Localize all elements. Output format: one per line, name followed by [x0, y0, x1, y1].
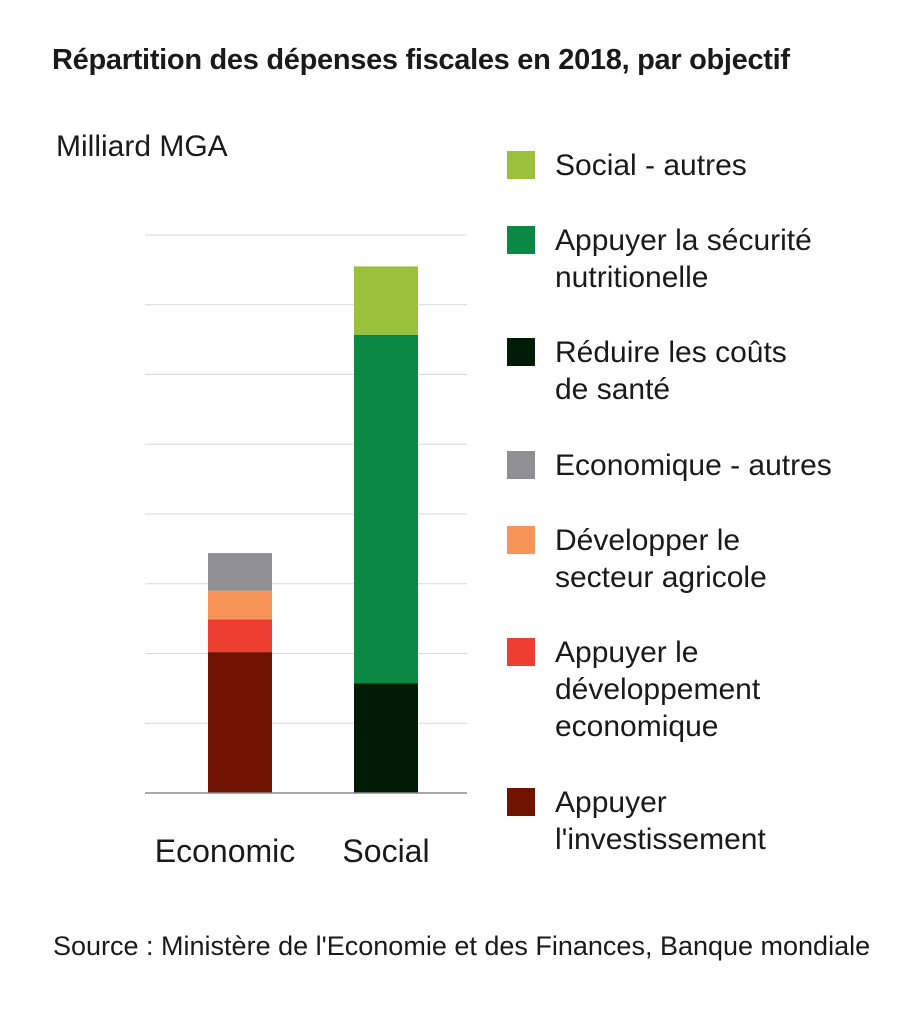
x-tick-label-economic: Economic [155, 833, 296, 869]
bars [208, 266, 418, 793]
bar-segment-social [354, 683, 418, 793]
legend-item-developpement-economique: Appuyer le développement economique [507, 634, 760, 745]
x-tick-label-social: Social [342, 833, 429, 869]
legend-label: Réduire les coûts de santé [555, 336, 787, 406]
legend-item-secteur-agricole: Développer le secteur agricole [507, 522, 767, 596]
bar-segment-economic [208, 553, 272, 591]
legend-label: Développer le secteur agricole [555, 524, 767, 594]
category-labels: Economic Social [155, 833, 430, 869]
chart-title: Répartition des dépenses fiscales en 201… [52, 44, 790, 76]
legend-item-social-autres: Social - autres [507, 147, 747, 184]
legend-label: Appuyer la sécurité nutritionelle [555, 224, 812, 294]
legend-swatch [507, 151, 535, 179]
legend-label: Appuyer le développement economique [555, 636, 761, 743]
gridlines [145, 234, 467, 724]
bar-segment-economic [208, 619, 272, 653]
stacked-bar-chart: Economic Social [145, 234, 467, 869]
legend-swatch [507, 526, 535, 554]
bar-segment-social [354, 334, 418, 684]
legend-item-couts-sante: Réduire les coûts de santé [507, 334, 787, 408]
legend-label: Social - autres [555, 149, 747, 182]
legend-swatch [507, 226, 535, 254]
legend-swatch [507, 338, 535, 366]
legend-label: Appuyer l'investissement [555, 786, 766, 856]
legend-swatch [507, 788, 535, 816]
legend-label: Economique - autres [555, 449, 832, 482]
y-axis-unit-label: Milliard MGA [56, 130, 228, 163]
bar-segment-economic [208, 590, 272, 620]
legend-item-economique-autres: Economique - autres [507, 447, 832, 484]
legend-item-securite-nutritionelle: Appuyer la sécurité nutritionelle [507, 222, 812, 296]
legend-swatch [507, 638, 535, 666]
bar-segment-social [354, 266, 418, 335]
source-note: Source : Ministère de l'Economie et des … [53, 931, 871, 961]
bar-segment-economic [208, 652, 272, 793]
legend-swatch [507, 451, 535, 479]
legend-item-investissement: Appuyer l'investissement [507, 784, 766, 858]
